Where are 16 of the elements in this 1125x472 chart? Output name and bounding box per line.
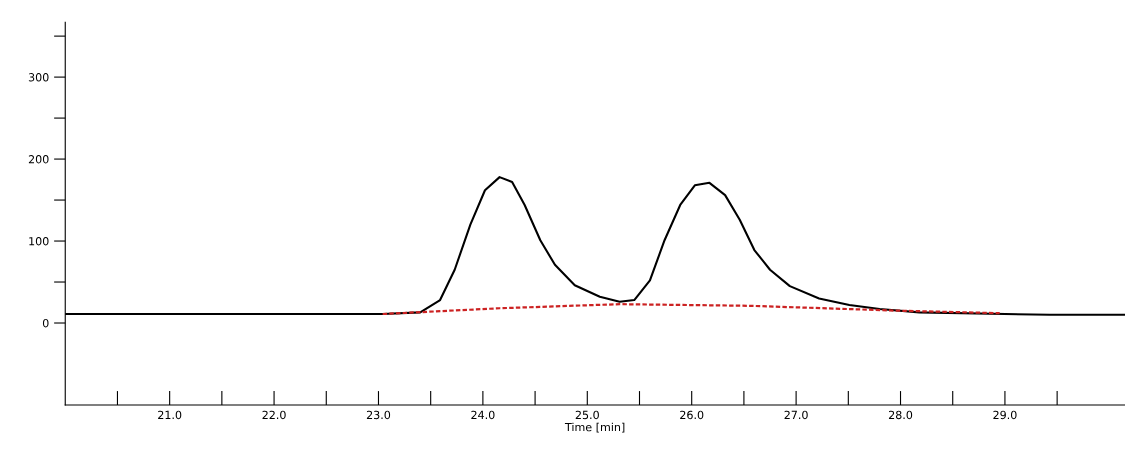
line-series [65,176,1125,316]
y-tick-label: 300 [28,73,49,82]
line-series [381,303,1001,316]
x-tick-label: 26.0 [680,410,704,420]
x-tick-label: 22.0 [262,410,286,420]
x-tick-label: 23.0 [366,410,391,420]
x-tick-label: 27.0 [784,410,808,420]
y-tick-label: 0 [42,318,49,328]
x-tick-label: 25.0 [575,410,599,420]
y-tick-label: 100 [29,237,49,246]
x-tick-label: 29.0 [993,410,1017,420]
y-tick-label: 200 [28,155,49,164]
x-tick-label: 24.0 [471,410,495,420]
x-tick-label: 21.0 [158,410,182,420]
x-axis-title: Time [min] [564,422,625,433]
x-tick-label: 28.0 [888,410,913,420]
